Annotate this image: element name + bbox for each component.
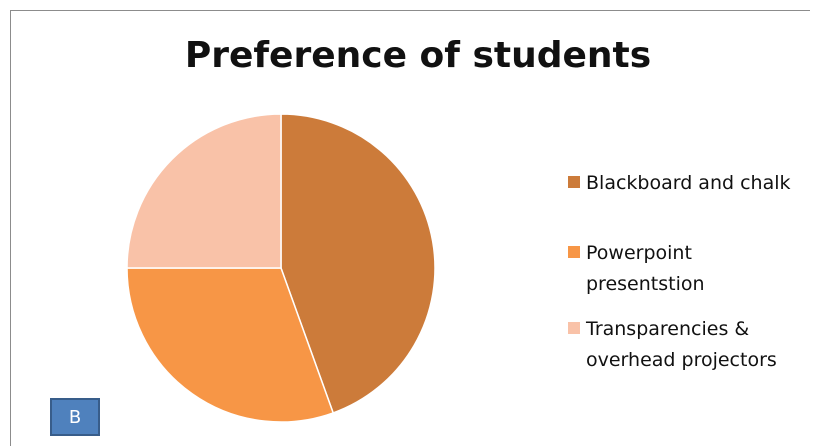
slide-badge: B [50, 398, 100, 436]
legend-swatch-powerpoint [568, 246, 580, 258]
legend-swatch-transparencies [568, 322, 580, 334]
legend-label-transparencies: Transparencies & overhead projectors [586, 318, 777, 371]
pie-slice-powerpoint [126, 267, 335, 423]
legend-swatch-blackboard [568, 176, 580, 188]
legend-label-blackboard: Blackboard and chalk [586, 172, 791, 194]
chart-title: Preference of students [184, 35, 652, 76]
pie-slice-transparencies [126, 113, 282, 269]
legend-label-powerpoint: Powerpoint presentstion [586, 242, 705, 295]
pie-slice-blackboard [280, 113, 436, 414]
